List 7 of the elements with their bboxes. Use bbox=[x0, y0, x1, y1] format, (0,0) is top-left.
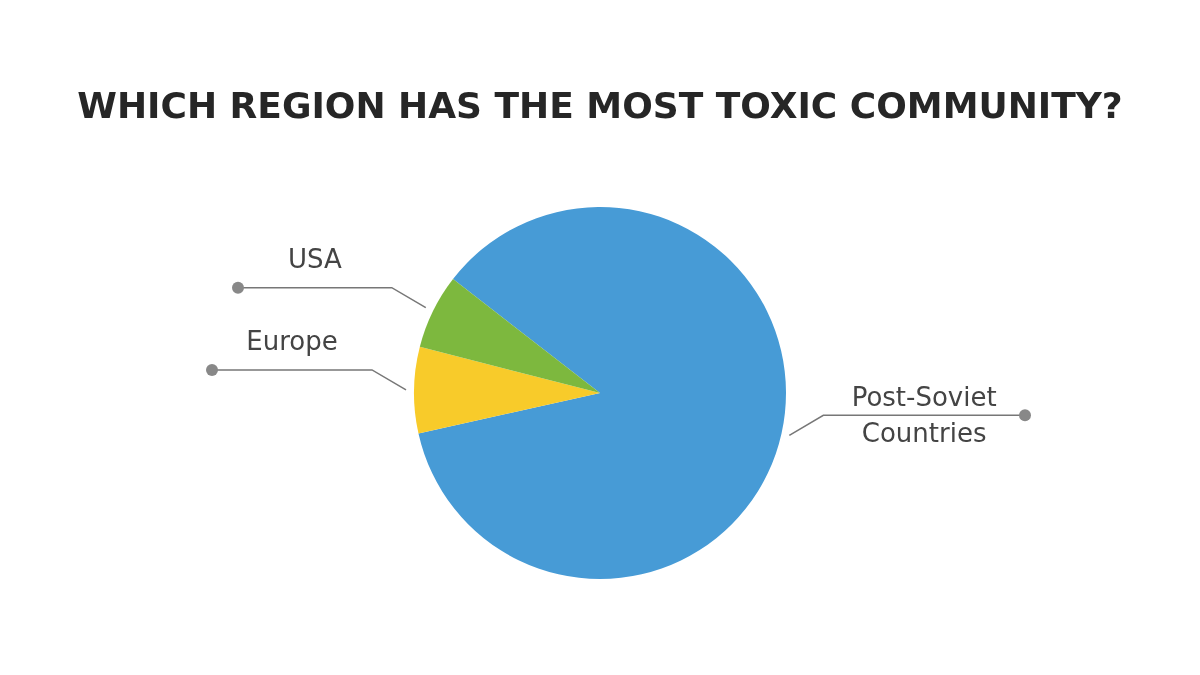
slice-label: Post-Soviet Countries bbox=[851, 382, 997, 449]
slice-label: USA bbox=[287, 243, 342, 274]
slice-label: Europe bbox=[246, 325, 338, 356]
pie-slice bbox=[414, 346, 600, 434]
chart-title: WHICH REGION HAS THE MOST TOXIC COMMUNITY? bbox=[77, 85, 1123, 126]
pie-slice bbox=[418, 207, 786, 579]
pie-slice bbox=[419, 279, 600, 393]
